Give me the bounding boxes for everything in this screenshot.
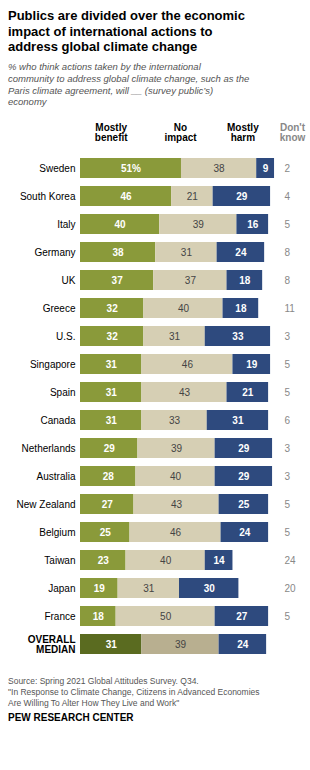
svg-text:5: 5 <box>285 611 291 622</box>
svg-text:31: 31 <box>106 639 118 650</box>
svg-text:4: 4 <box>285 191 291 202</box>
svg-text:19: 19 <box>94 583 106 594</box>
svg-text:2: 2 <box>285 163 291 174</box>
svg-text:32: 32 <box>107 303 119 314</box>
svg-text:France: France <box>44 611 76 622</box>
svg-text:Spain: Spain <box>50 387 76 398</box>
svg-text:Singapore: Singapore <box>30 359 76 370</box>
svg-text:24: 24 <box>285 555 297 566</box>
svg-text:37: 37 <box>185 275 197 286</box>
svg-text:40: 40 <box>178 303 190 314</box>
svg-text:9: 9 <box>263 163 269 174</box>
svg-text:Sweden: Sweden <box>39 163 75 174</box>
svg-text:Don'tknow: Don'tknow <box>280 122 306 143</box>
html-text:Publics are divided over the e: Publics are divided over the economic im… <box>8 8 245 55</box>
svg-text:20: 20 <box>285 583 297 594</box>
svg-text:3: 3 <box>285 471 291 482</box>
svg-text:21: 21 <box>242 387 254 398</box>
html-text:% who think actions taken by t: % who think actions taken by the interna… <box>8 60 250 108</box>
svg-text:6: 6 <box>285 415 291 426</box>
svg-text:51%: 51% <box>121 163 141 174</box>
svg-text:37: 37 <box>112 275 124 286</box>
svg-text:Germany: Germany <box>34 247 75 258</box>
svg-text:18: 18 <box>93 611 105 622</box>
svg-text:31: 31 <box>106 415 118 426</box>
svg-text:Taiwan: Taiwan <box>44 555 75 566</box>
svg-text:3: 3 <box>285 443 291 454</box>
svg-text:33: 33 <box>232 331 244 342</box>
svg-text:31: 31 <box>232 415 244 426</box>
svg-text:39: 39 <box>193 219 205 230</box>
svg-text:27: 27 <box>102 499 114 510</box>
svg-text:23: 23 <box>98 555 110 566</box>
svg-text:40: 40 <box>160 555 172 566</box>
svg-text:Greece: Greece <box>43 303 76 314</box>
svg-text:27: 27 <box>236 611 248 622</box>
svg-text:Mostlybenefit: Mostlybenefit <box>95 122 128 143</box>
html-text:Source: Spring 2021 Global Att: Source: Spring 2021 Global Attitudes Sur… <box>8 676 260 708</box>
svg-text:29: 29 <box>104 443 116 454</box>
svg-text:29: 29 <box>238 443 250 454</box>
svg-text:8: 8 <box>285 275 291 286</box>
svg-text:43: 43 <box>171 499 183 510</box>
svg-text:40: 40 <box>170 471 182 482</box>
svg-text:South Korea: South Korea <box>20 191 76 202</box>
svg-text:29: 29 <box>238 471 250 482</box>
svg-text:U.S.: U.S. <box>56 331 75 342</box>
svg-text:Japan: Japan <box>48 583 75 594</box>
svg-text:Netherlands: Netherlands <box>22 443 76 454</box>
svg-text:40: 40 <box>115 219 127 230</box>
svg-text:31: 31 <box>106 387 118 398</box>
svg-text:21: 21 <box>187 191 199 202</box>
svg-text:16: 16 <box>247 219 259 230</box>
svg-text:50: 50 <box>160 611 172 622</box>
svg-text:38: 38 <box>214 163 226 174</box>
svg-text:32: 32 <box>107 331 119 342</box>
svg-text:39: 39 <box>175 639 187 650</box>
svg-text:19: 19 <box>246 359 258 370</box>
svg-text:25: 25 <box>100 527 112 538</box>
svg-text:31: 31 <box>181 247 193 258</box>
svg-text:5: 5 <box>285 219 291 230</box>
svg-text:UK: UK <box>62 275 76 286</box>
svg-text:Canada: Canada <box>40 415 75 426</box>
svg-text:30: 30 <box>204 583 216 594</box>
svg-text:29: 29 <box>236 191 248 202</box>
svg-text:14: 14 <box>214 555 226 566</box>
svg-text:24: 24 <box>235 247 247 258</box>
svg-text:28: 28 <box>103 471 115 482</box>
svg-text:11: 11 <box>285 303 296 314</box>
svg-text:Noimpact: Noimpact <box>164 122 197 143</box>
svg-text:Italy: Italy <box>57 219 75 230</box>
svg-text:24: 24 <box>239 527 251 538</box>
svg-text:Australia: Australia <box>37 471 76 482</box>
svg-text:46: 46 <box>182 359 194 370</box>
svg-text:5: 5 <box>285 527 291 538</box>
svg-text:5: 5 <box>285 387 291 398</box>
svg-text:New Zealand: New Zealand <box>17 499 76 510</box>
svg-text:5: 5 <box>285 359 291 370</box>
svg-text:31: 31 <box>106 359 118 370</box>
svg-text:33: 33 <box>169 415 181 426</box>
svg-text:OVERALLMEDIAN: OVERALLMEDIAN <box>28 634 76 655</box>
svg-text:25: 25 <box>238 499 250 510</box>
svg-text:39: 39 <box>171 443 183 454</box>
svg-text:46: 46 <box>120 191 132 202</box>
svg-text:8: 8 <box>285 247 291 258</box>
svg-text:46: 46 <box>170 527 182 538</box>
svg-text:Mostlyharm: Mostlyharm <box>227 122 259 143</box>
svg-text:3: 3 <box>285 331 291 342</box>
svg-text:18: 18 <box>235 303 247 314</box>
html-text:PEW RESEARCH CENTER: PEW RESEARCH CENTER <box>8 712 134 724</box>
svg-text:Belgium: Belgium <box>39 527 75 538</box>
svg-text:31: 31 <box>169 331 181 342</box>
svg-text:43: 43 <box>179 387 191 398</box>
svg-text:18: 18 <box>239 275 251 286</box>
svg-text:31: 31 <box>143 583 155 594</box>
svg-text:5: 5 <box>285 499 291 510</box>
svg-text:24: 24 <box>237 639 249 650</box>
svg-text:38: 38 <box>113 247 125 258</box>
